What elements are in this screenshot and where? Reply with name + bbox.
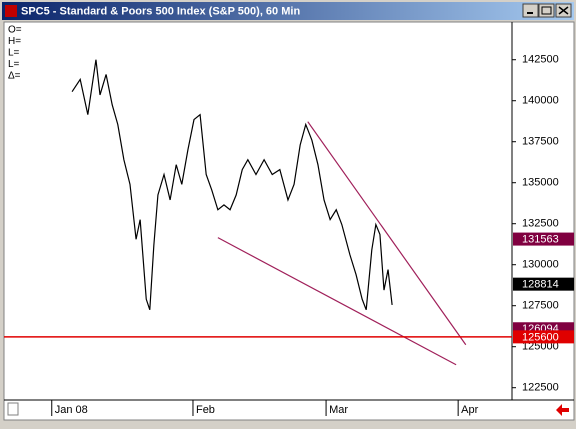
x-tick-label: Feb (196, 404, 215, 416)
window-buttons (522, 3, 572, 18)
price-line (71, 59, 393, 311)
y-tick-label: 122500 (522, 382, 559, 394)
nav-arrow[interactable] (556, 404, 569, 416)
x-tick-label: Mar (329, 404, 348, 416)
window-title: SPC5 - Standard & Poors 500 Index (S&P 5… (21, 5, 300, 17)
price-marker (513, 330, 574, 344)
scroll-box[interactable] (7, 402, 19, 416)
minimize-button[interactable] (522, 3, 539, 18)
readout-label: L= (8, 59, 20, 70)
price-marker (513, 277, 574, 291)
readout-label: O= (8, 25, 22, 36)
price-marker-label: 125600 (522, 331, 559, 343)
y-tick-label: 130000 (522, 259, 559, 271)
y-tick-label: 135000 (522, 177, 559, 189)
readout-label: H= (8, 36, 21, 47)
price-marker (513, 232, 574, 246)
price-marker-label: 128814 (522, 279, 559, 291)
y-tick-label: 127500 (522, 300, 559, 312)
x-tick-label: Jan 08 (55, 404, 88, 416)
trend-line (307, 121, 467, 346)
readout-label: L= (8, 48, 20, 59)
y-tick-label: 140000 (522, 95, 559, 107)
y-tick-label: 137500 (522, 136, 559, 148)
y-tick-label: 125000 (522, 341, 559, 353)
title-bar (2, 2, 574, 20)
x-tick-label: Apr (461, 404, 478, 416)
maximize-button[interactable] (538, 3, 555, 18)
price-marker-label: 131563 (522, 233, 559, 245)
chart-area (3, 21, 575, 421)
icon (541, 6, 552, 15)
app-icon (5, 5, 17, 17)
readout-label: Δ= (8, 71, 21, 82)
y-tick-label: 132500 (522, 218, 559, 230)
icon (558, 6, 569, 15)
trend-line (217, 237, 457, 366)
y-tick-label: 142500 (522, 54, 559, 66)
